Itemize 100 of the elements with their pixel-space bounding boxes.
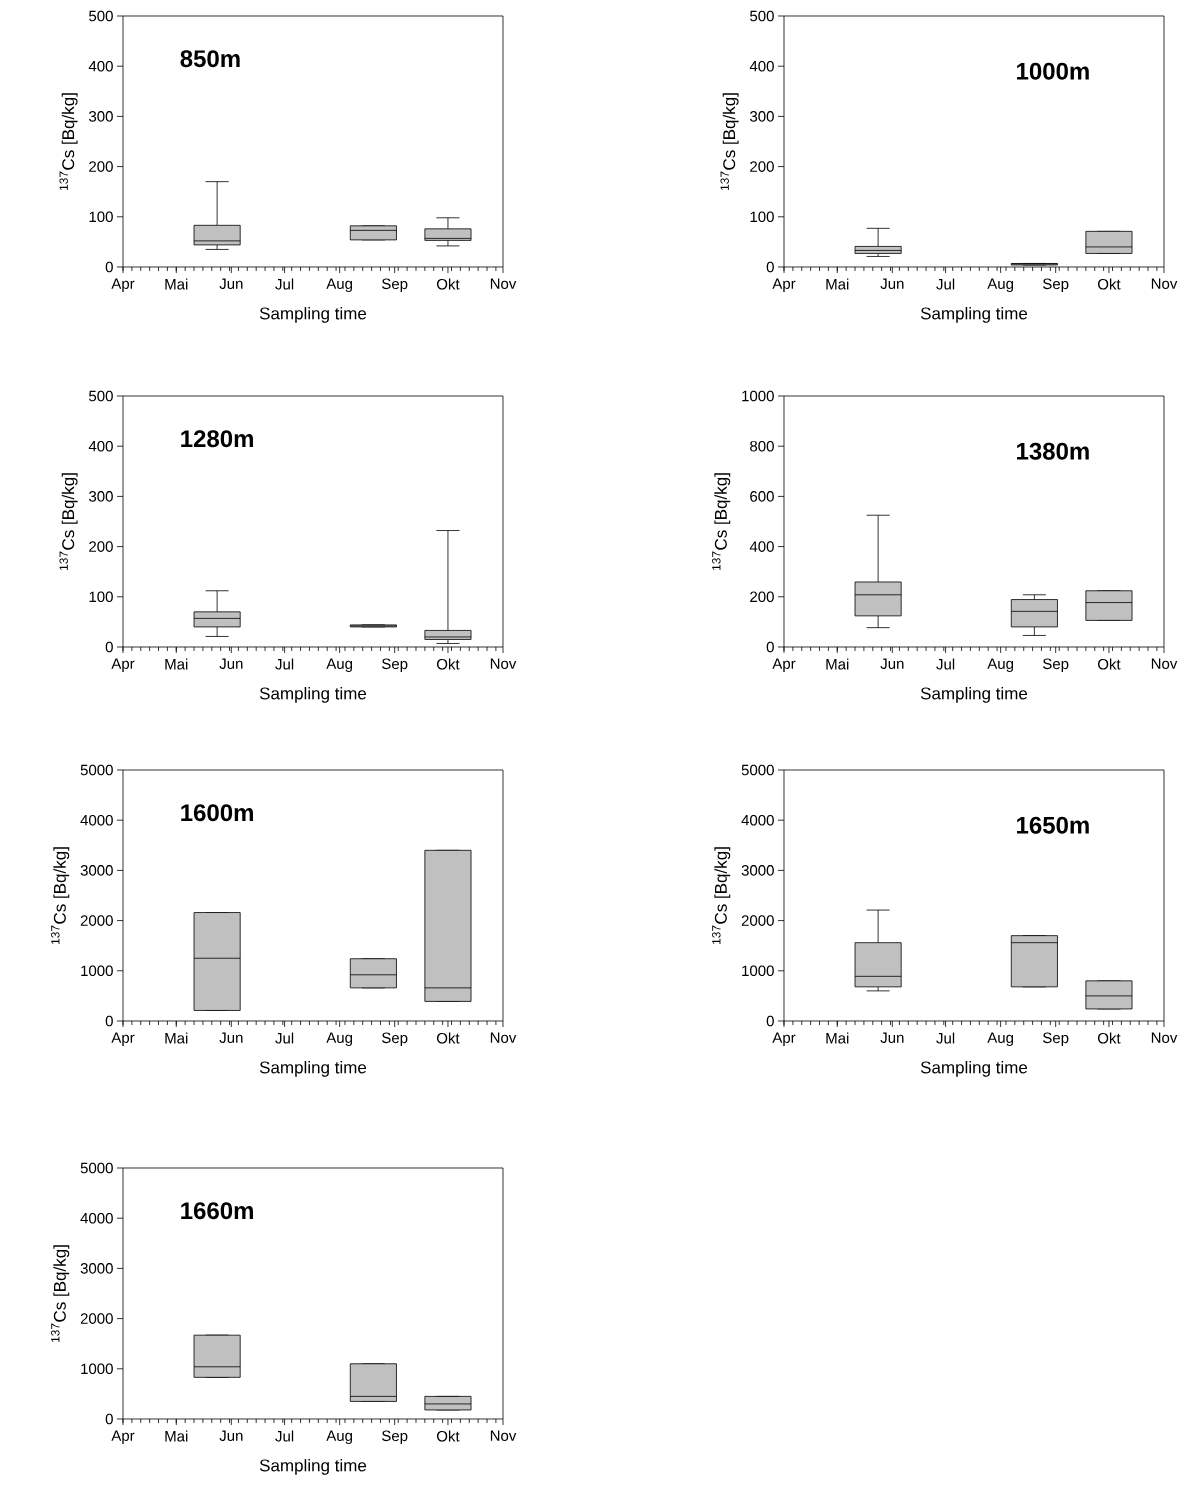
x-tick-label: Apr <box>772 658 796 672</box>
x-tick-label: Okt <box>1097 1032 1121 1044</box>
y-tick-label: 400 <box>88 440 113 452</box>
text: 850m <box>180 50 240 68</box>
y-tick-label: 2000 <box>741 915 774 926</box>
y-tick-label: 1000 <box>81 965 113 977</box>
x-tick-label: Jul <box>275 1430 294 1442</box>
x-tick-label: Sep <box>1043 1032 1069 1047</box>
x-tick-label: Jun <box>880 1032 904 1043</box>
y-tick-label: 100 <box>89 211 113 223</box>
x-tick-label: Aug <box>987 278 1014 292</box>
x-tick-label: Jul <box>275 658 294 670</box>
x-tick-label: Apr <box>111 278 135 292</box>
x-tick-label: Aug <box>987 1032 1014 1046</box>
y-tick-label: 300 <box>750 111 774 122</box>
x-tick-label: Sep <box>382 658 408 673</box>
y-tick-label: 0 <box>105 261 113 273</box>
y-tick-label: 500 <box>89 390 113 402</box>
text: 1000m <box>1017 62 1089 80</box>
x-axis-title: Sampling time <box>259 306 367 323</box>
y-tick-label: 400 <box>88 60 113 72</box>
x-tick-label: Sep <box>382 278 408 293</box>
x-tick-label: Jul <box>275 1032 294 1044</box>
y-tick-label: 0 <box>105 1413 113 1425</box>
y-tick-label: 4000 <box>80 1212 113 1224</box>
y-tick-label: 600 <box>750 491 774 502</box>
x-tick-label: Jul <box>275 278 294 290</box>
y-tick-label: 100 <box>89 591 113 603</box>
x-tick-label: Sep <box>382 1430 408 1445</box>
y-tick-label: 200 <box>750 591 774 603</box>
x-tick-label: Jul <box>936 1032 955 1044</box>
y-axis-title: $^{137}$Cs [Bq/kg] <box>59 473 78 570</box>
y-tick-label: 100 <box>750 211 774 223</box>
y-tick-label: 4000 <box>80 814 113 826</box>
x-axis-title: Sampling time <box>920 1060 1028 1077</box>
y-tick-label: 1000 <box>742 390 774 402</box>
x-tick-label: Jun <box>219 278 243 289</box>
x-tick-label: Mai <box>165 1032 188 1044</box>
x-tick-label: Sep <box>1043 658 1069 673</box>
x-tick-label: Jun <box>219 1032 243 1043</box>
x-axis-title: Sampling time <box>920 686 1028 703</box>
x-tick-label: Apr <box>772 1032 796 1046</box>
y-tick-label: 500 <box>750 10 774 22</box>
x-tick-label: Jun <box>880 658 904 669</box>
x-axis-title: Sampling time <box>259 686 367 703</box>
x-tick-label: Nov <box>1151 658 1178 669</box>
y-tick-label: 0 <box>766 261 774 273</box>
y-axis-title: $^{137}$Cs [Bq/kg] <box>720 93 739 190</box>
x-axis-title: Sampling time <box>920 306 1028 323</box>
x-tick-label: Nov <box>490 1430 517 1441</box>
x-tick-label: Mai <box>165 1430 188 1442</box>
y-tick-label: 2000 <box>80 1313 113 1324</box>
x-tick-label: Okt <box>1097 658 1121 670</box>
y-tick-label: 400 <box>749 60 774 72</box>
x-tick-label: Mai <box>826 658 849 670</box>
text: 1600m <box>181 804 253 822</box>
x-tick-label: Mai <box>165 658 188 670</box>
text: 1380m <box>1017 442 1089 460</box>
x-tick-label: Okt <box>436 278 460 290</box>
y-tick-label: 200 <box>750 161 774 172</box>
x-tick-label: Jun <box>219 658 243 669</box>
y-tick-label: 3000 <box>80 1263 113 1274</box>
y-axis-title: $^{137}$Cs [Bq/kg] <box>59 93 78 190</box>
x-tick-label: Jul <box>936 658 955 670</box>
x-tick-label: Aug <box>326 278 353 292</box>
x-tick-label: Apr <box>111 658 135 672</box>
y-tick-label: 500 <box>89 10 113 22</box>
x-tick-label: Mai <box>826 1032 849 1044</box>
x-axis-title: Sampling time <box>259 1458 367 1475</box>
y-tick-label: 300 <box>89 491 113 502</box>
x-tick-label: Mai <box>165 278 188 290</box>
y-tick-label: 0 <box>105 641 113 653</box>
y-tick-label: 0 <box>766 641 774 653</box>
x-axis-title: Sampling time <box>259 1060 367 1077</box>
text: 1650m <box>1017 816 1089 834</box>
x-tick-label: Sep <box>1043 278 1069 293</box>
y-tick-label: 800 <box>750 440 774 452</box>
y-axis-title: $^{137}$Cs [Bq/kg] <box>712 473 731 570</box>
y-tick-label: 3000 <box>80 865 113 876</box>
y-tick-label: 1000 <box>742 965 774 977</box>
x-tick-label: Aug <box>326 1032 353 1046</box>
x-tick-label: Apr <box>772 278 796 292</box>
y-tick-label: 300 <box>89 111 113 122</box>
x-tick-label: Okt <box>436 1032 460 1044</box>
x-tick-label: Okt <box>436 1430 460 1442</box>
x-tick-label: Okt <box>436 658 460 670</box>
x-tick-label: Nov <box>1151 1032 1178 1043</box>
x-tick-label: Jul <box>936 278 955 290</box>
text: 1280m <box>181 430 253 448</box>
y-tick-label: 5000 <box>80 764 113 776</box>
x-tick-label: Nov <box>490 278 517 289</box>
x-tick-label: Nov <box>490 658 517 669</box>
y-tick-label: 400 <box>749 541 774 552</box>
x-tick-label: Apr <box>111 1430 135 1444</box>
y-tick-label: 200 <box>89 161 113 172</box>
x-tick-label: Mai <box>826 278 849 290</box>
y-tick-label: 4000 <box>741 814 774 826</box>
y-tick-label: 0 <box>105 1015 113 1027</box>
y-axis-title: $^{137}$Cs [Bq/kg] <box>712 847 731 944</box>
y-tick-label: 5000 <box>80 1162 113 1174</box>
